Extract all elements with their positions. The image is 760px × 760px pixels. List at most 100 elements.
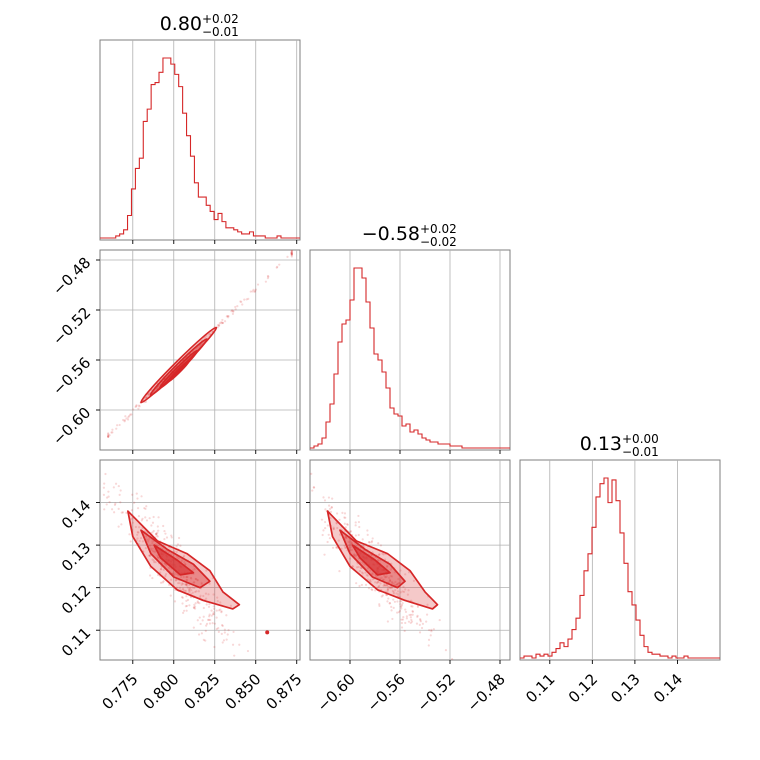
scatter-point <box>194 602 197 605</box>
scatter-point <box>217 324 221 327</box>
scatter-point <box>245 298 248 301</box>
scatter-point <box>200 581 203 584</box>
scatter-point <box>204 592 208 595</box>
scatter-point <box>267 275 270 278</box>
scatter-point <box>227 316 230 319</box>
scatter-point <box>226 633 229 636</box>
scatter-point <box>426 603 429 606</box>
scatter-point <box>368 541 371 544</box>
scatter-point <box>181 602 184 605</box>
scatter-point <box>366 574 369 577</box>
scatter-point <box>371 537 374 540</box>
scatter-point <box>402 590 406 593</box>
scatter-point <box>278 263 281 266</box>
scatter-point <box>395 592 398 595</box>
scatter-point <box>130 509 134 512</box>
scatter-point <box>398 582 401 585</box>
scatter-point <box>151 541 154 545</box>
scatter-point <box>311 489 314 492</box>
scatter-point <box>119 501 122 504</box>
scatter-point <box>241 303 244 306</box>
title-plus: +0.02 <box>420 222 457 236</box>
scatter-point <box>344 535 347 539</box>
scatter-point <box>400 607 403 610</box>
scatter-point <box>358 525 361 529</box>
scatter-point <box>392 592 395 595</box>
scatter-point <box>365 573 368 576</box>
scatter-point <box>354 534 357 537</box>
scatter-point <box>123 420 126 423</box>
scatter-point <box>367 541 371 544</box>
scatter-point <box>407 620 411 623</box>
scatter-point <box>290 253 293 256</box>
scatter-point <box>210 609 213 612</box>
scatter-point <box>202 615 205 618</box>
scatter-point <box>425 613 429 616</box>
scatter-point <box>350 540 353 543</box>
scatter-point <box>208 613 211 616</box>
scatter-point <box>349 549 352 552</box>
scatter-point <box>185 583 188 586</box>
scatter-point <box>370 540 374 543</box>
scatter-point <box>102 486 105 489</box>
scatter-point <box>150 524 153 527</box>
scatter-point <box>348 546 351 549</box>
scatter-point <box>160 568 163 571</box>
scatter-point <box>428 628 431 632</box>
scatter-point <box>220 321 223 324</box>
density-contour <box>167 359 191 383</box>
scatter-point <box>390 575 394 578</box>
scatter-point <box>155 534 158 537</box>
scatter-point <box>331 546 335 549</box>
scatter-point <box>205 569 208 572</box>
scatter-point <box>392 606 395 609</box>
scatter-point <box>290 254 293 257</box>
scatter-point <box>402 616 405 619</box>
scatter-point <box>184 563 187 566</box>
x-tick-label: 0.12 <box>565 670 601 706</box>
scatter-point <box>290 252 293 256</box>
scatter-point <box>409 621 412 625</box>
axes-frame <box>99 39 301 241</box>
scatter-point <box>135 404 138 408</box>
scatter-point <box>370 588 373 591</box>
scatter-point <box>379 582 382 585</box>
scatter-point <box>117 484 120 488</box>
y-tick-label: 0.13 <box>58 539 94 575</box>
scatter-point <box>114 502 117 505</box>
scatter-point <box>198 602 201 605</box>
histogram-step <box>100 57 300 239</box>
scatter-point <box>205 624 208 627</box>
scatter-point <box>163 538 166 541</box>
x-tick-label: 0.825 <box>180 670 223 713</box>
scatter-point <box>371 578 374 581</box>
scatter-point <box>156 573 160 577</box>
scatter-point <box>151 549 155 553</box>
scatter-point <box>162 580 165 583</box>
scatter-point <box>380 595 383 598</box>
scatter-point <box>153 550 156 553</box>
scatter-point <box>391 580 394 584</box>
scatter-point <box>186 578 189 582</box>
scatter-point <box>343 544 346 547</box>
scatter-point <box>162 524 165 528</box>
scatter-point <box>145 505 148 508</box>
scatter-point <box>107 433 110 436</box>
scatter-point <box>332 526 335 529</box>
scatter-point <box>371 588 374 592</box>
scatter-point <box>404 608 407 611</box>
scatter-point <box>359 566 362 569</box>
scatter-point <box>290 252 293 255</box>
scatter-point <box>177 582 180 585</box>
scatter-point <box>210 614 213 617</box>
scatter-point <box>129 413 132 416</box>
scatter-point <box>389 586 393 589</box>
scatter-point <box>208 603 211 606</box>
scatter-point <box>388 585 391 589</box>
scatter-point <box>290 251 293 255</box>
scatter-point <box>212 593 215 596</box>
scatter-point <box>357 514 360 518</box>
scatter-point <box>153 561 156 564</box>
scatter-point <box>223 320 227 323</box>
scatter-point <box>215 609 218 612</box>
